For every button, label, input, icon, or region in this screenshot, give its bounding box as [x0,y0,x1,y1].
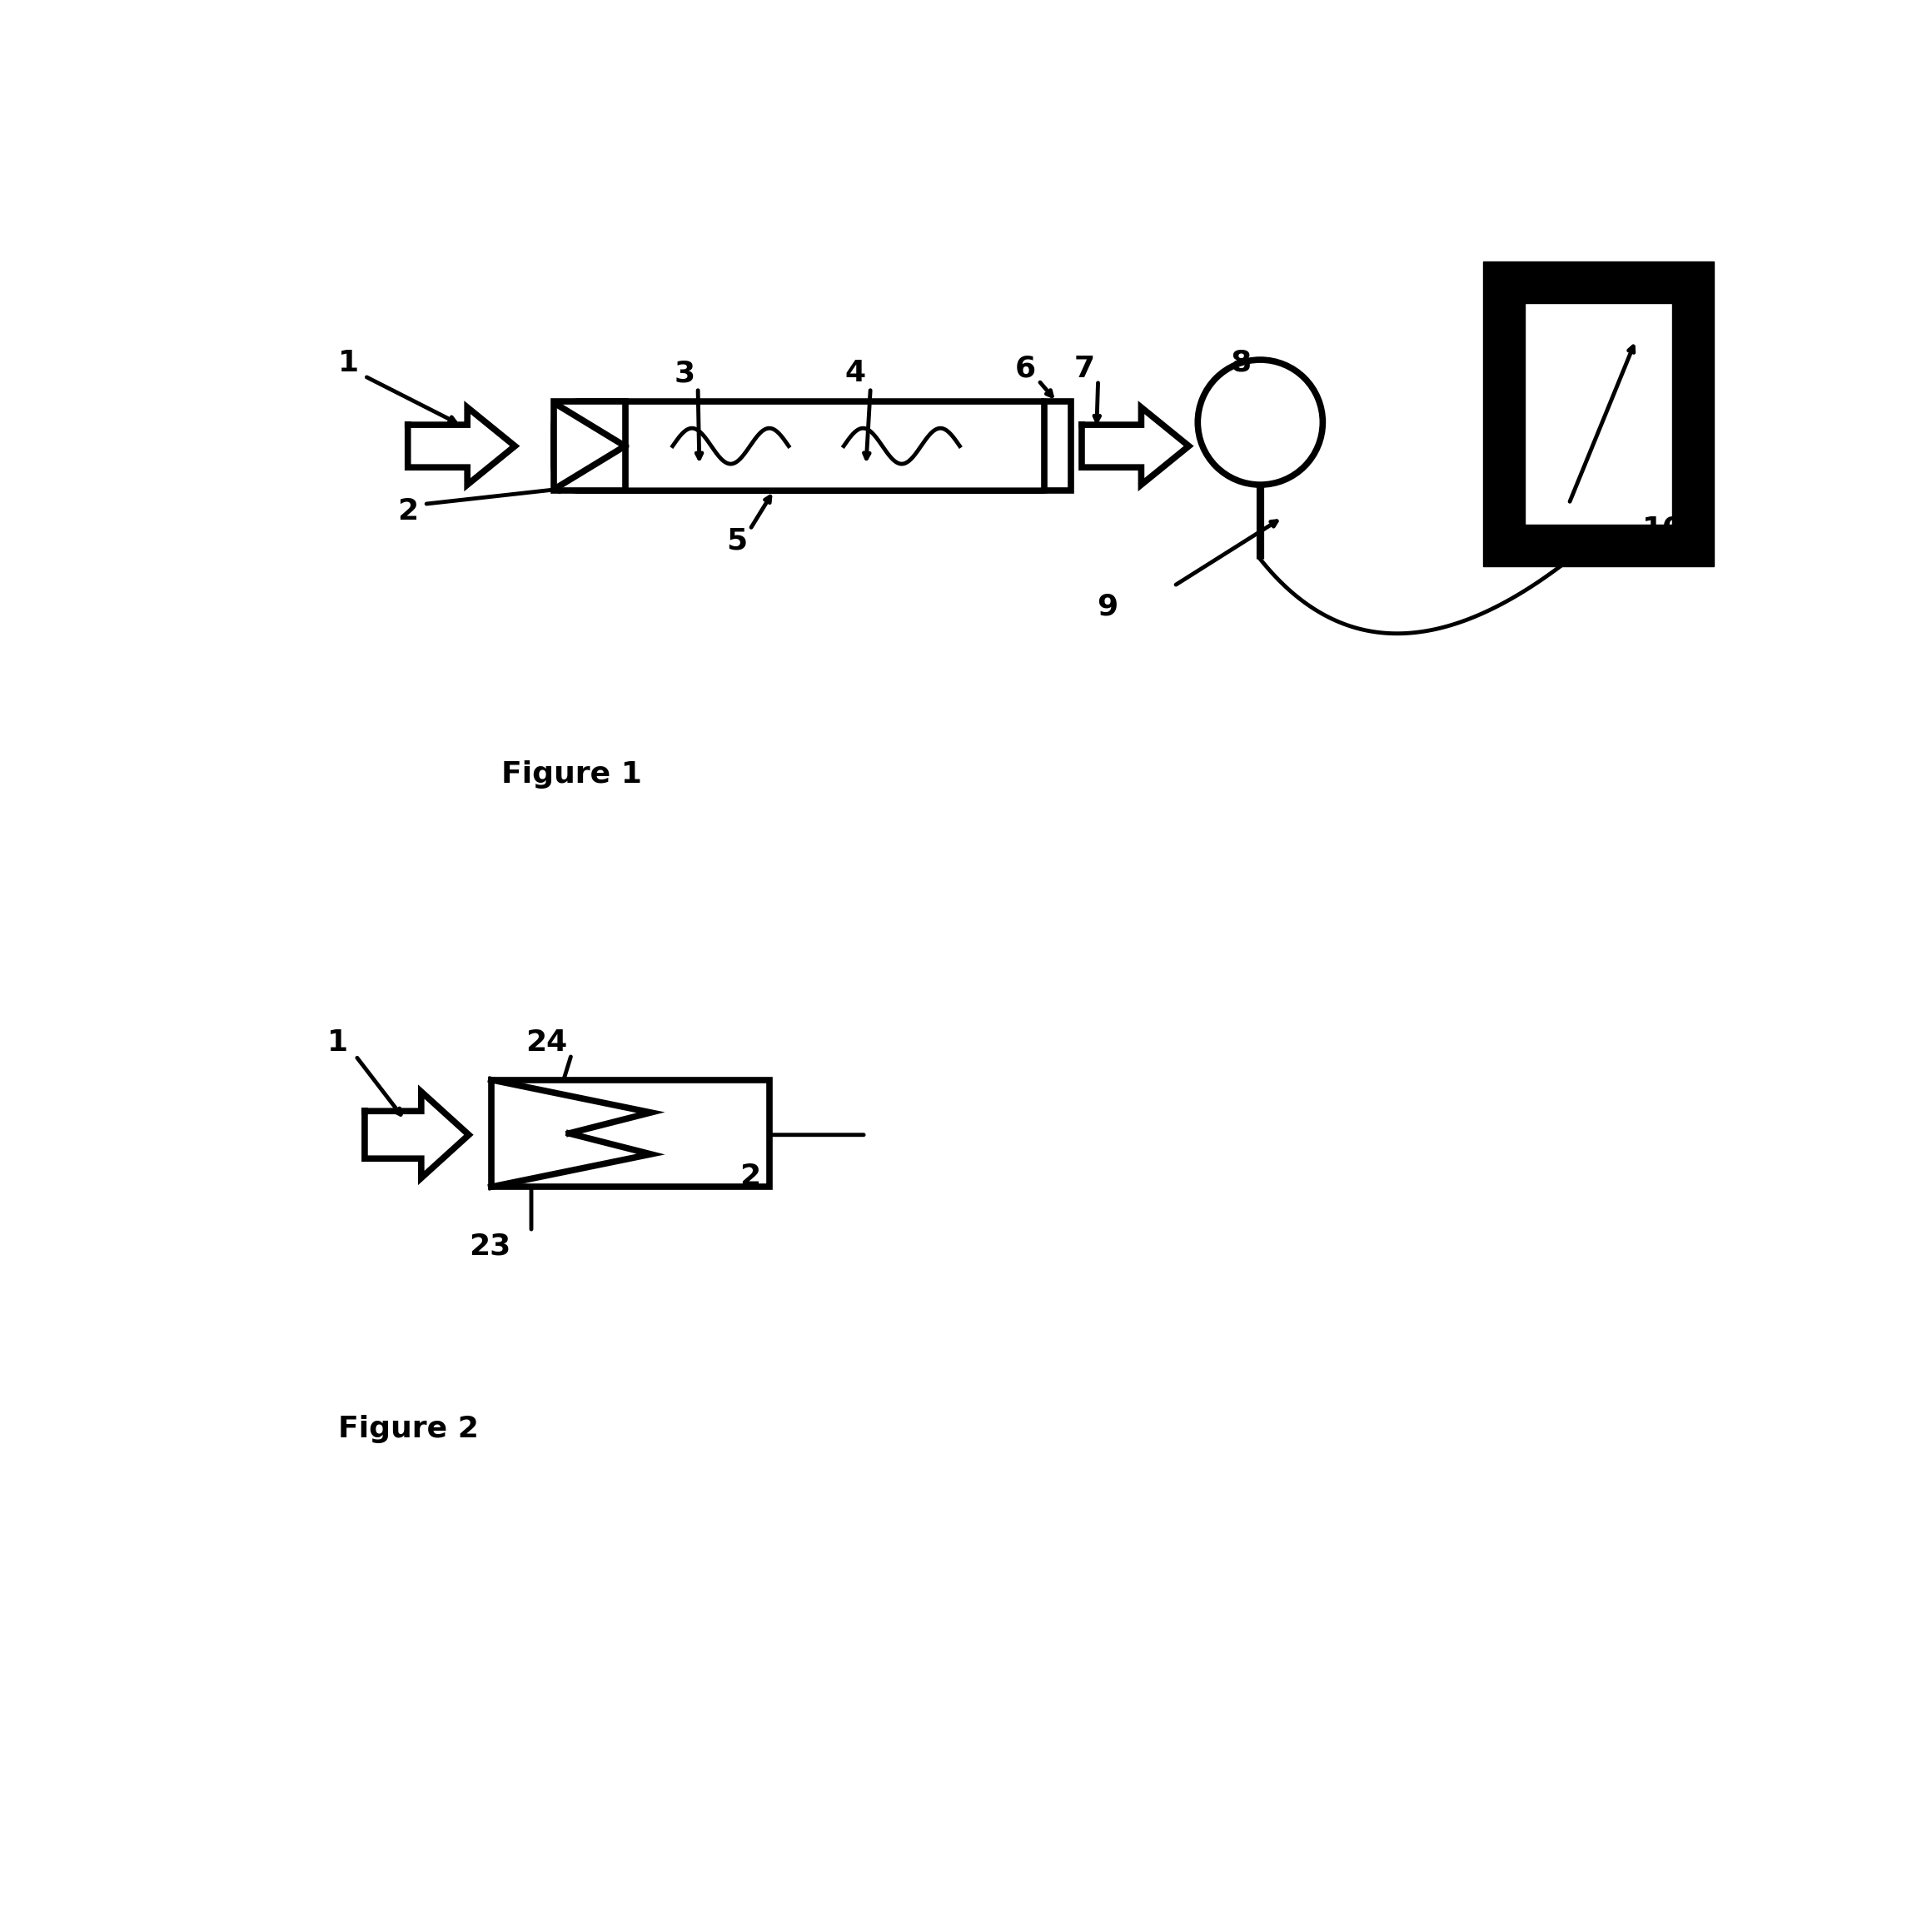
Text: 23: 23 [469,1233,511,1260]
Text: 9: 9 [1096,593,1117,620]
Text: Figure 1: Figure 1 [502,761,642,788]
Text: 2: 2 [740,1163,761,1190]
Bar [1044,402,1071,491]
Bar [554,402,625,491]
Text: 1: 1 [338,348,359,377]
Text: 24: 24 [525,1028,567,1057]
Text: 1: 1 [327,1028,348,1057]
Bar [492,1080,769,1186]
Bar [1524,303,1672,526]
Text: 4: 4 [846,359,867,386]
Text: 6: 6 [1015,355,1036,383]
Text: Figure 2: Figure 2 [338,1416,479,1443]
FancyBboxPatch shape [554,402,1067,491]
Text: 3: 3 [675,359,696,386]
Bar [1484,261,1714,566]
Text: 10: 10 [1643,516,1684,543]
Text: 8: 8 [1230,348,1251,377]
Circle shape [1197,359,1322,485]
Text: 5: 5 [727,527,748,554]
Text: 2: 2 [398,497,419,526]
Text: 7: 7 [1074,355,1096,383]
